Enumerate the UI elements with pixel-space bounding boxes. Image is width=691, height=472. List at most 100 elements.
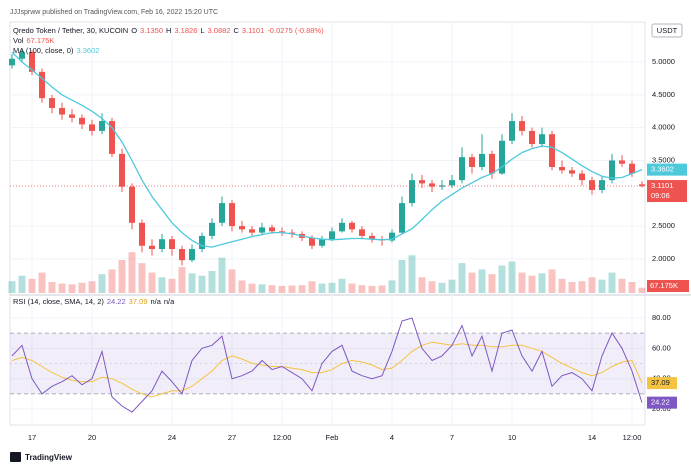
candle-body xyxy=(49,98,55,108)
volume-bar xyxy=(358,285,366,293)
volume-bar xyxy=(468,272,476,293)
candle-body xyxy=(29,52,35,72)
volume-bar xyxy=(278,285,286,293)
legend-item: 37.09 xyxy=(129,297,148,306)
candle-body xyxy=(249,229,255,233)
candle-body xyxy=(469,157,475,168)
candle-body xyxy=(229,203,235,227)
volume-legend: Vol 67.175K xyxy=(13,36,54,45)
x-tick-label: 14 xyxy=(588,433,596,442)
currency-label[interactable]: USDT xyxy=(657,26,678,35)
price-legend: Qredo Token / Tether, 30, KUCOIN O 3.1350 H… xyxy=(13,26,324,35)
volume-bar xyxy=(238,280,246,293)
ma-legend: MA (100, close, 0) 3.3602 xyxy=(13,46,99,55)
candle-body xyxy=(509,121,515,141)
candle-body xyxy=(169,239,175,250)
candle-body xyxy=(369,235,375,240)
candle-body xyxy=(269,227,275,232)
legend-item: RSI (14, close, SMA, 14, 2) xyxy=(13,297,104,306)
candle-body xyxy=(449,180,455,186)
candle-body xyxy=(79,117,85,125)
x-tick-label: 7 xyxy=(450,433,454,442)
volume-bar xyxy=(248,283,256,293)
volume-bar xyxy=(78,282,86,293)
candle-body xyxy=(639,184,645,187)
candle-body xyxy=(629,163,635,174)
candle-body xyxy=(429,183,435,187)
candle-body xyxy=(389,232,395,241)
ma-price-box xyxy=(647,163,687,176)
volume-bar xyxy=(208,271,216,293)
ma-line xyxy=(11,51,643,248)
rsi-legend: RSI (14, close, SMA, 14, 2) 24.22 37.09 n/a… xyxy=(13,297,175,306)
y-tick-label: 2.5000 xyxy=(652,221,675,230)
volume-bar xyxy=(108,269,116,293)
volume-bar xyxy=(638,287,646,293)
volume-bar xyxy=(378,285,386,293)
candle-body xyxy=(619,160,625,164)
volume-bar xyxy=(518,272,526,293)
volume-bar xyxy=(118,260,126,293)
currency-button-frame[interactable] xyxy=(651,23,683,38)
volume-bar xyxy=(348,283,356,293)
volume-bar xyxy=(578,281,586,293)
candle-body xyxy=(479,153,485,168)
candle-body xyxy=(149,245,155,250)
volume-bar xyxy=(558,278,566,293)
volume-bar xyxy=(58,283,66,293)
candle-body xyxy=(239,226,245,230)
legend-item: 67.175K xyxy=(26,36,54,45)
candle-body xyxy=(329,231,335,240)
candle-body xyxy=(349,222,355,230)
volume-bar xyxy=(308,281,316,293)
candle-body xyxy=(549,134,555,168)
volume-bar xyxy=(298,285,306,293)
volume-bar xyxy=(498,265,506,293)
footer: TradingView xyxy=(10,452,73,462)
volume-bar xyxy=(538,273,546,293)
legend-item: MA (100, close, 0) xyxy=(13,46,74,55)
volume-bar xyxy=(138,263,146,293)
candle-body xyxy=(319,239,325,246)
volume-bar xyxy=(18,275,26,293)
volume-bar xyxy=(628,282,636,293)
candle-body xyxy=(459,157,465,181)
candle-body xyxy=(219,203,225,223)
x-tick-label: 10 xyxy=(508,433,516,442)
legend-item: Qredo Token / Tether, 30, KUCOIN xyxy=(13,26,128,35)
candle-body xyxy=(199,235,205,250)
volume-bar xyxy=(598,279,606,293)
volume-bar xyxy=(288,285,296,293)
volume-bar xyxy=(128,252,136,293)
currency-button[interactable]: USDT xyxy=(651,23,683,38)
volume-bar xyxy=(568,282,576,293)
volume-bar xyxy=(418,277,426,293)
volume-bar xyxy=(148,272,156,293)
volume-bar xyxy=(318,283,326,293)
candle-body xyxy=(179,249,185,261)
y-tick-label: 3.5000 xyxy=(652,155,675,164)
candle-body xyxy=(559,167,565,171)
volume-bar xyxy=(508,261,516,293)
volume-bar xyxy=(458,263,466,293)
candle-body xyxy=(69,114,75,118)
volume-bar xyxy=(328,282,336,293)
x-tick-label: 12:00 xyxy=(273,433,292,442)
candle-body xyxy=(139,222,145,246)
volume-label: 67.175K xyxy=(650,281,678,290)
attribution: JJJsprww published on TradingView.com, F… xyxy=(10,9,218,16)
volume-bar xyxy=(448,279,456,293)
candle-body xyxy=(59,107,65,115)
candle-body xyxy=(419,180,425,184)
legend-item: -0.0275 (-0.88%) xyxy=(267,26,324,35)
volume-bar xyxy=(188,273,196,293)
logo xyxy=(10,452,21,462)
countdown-label: 09:06 xyxy=(651,191,670,200)
volume-bar xyxy=(228,269,236,293)
volume-bar xyxy=(88,281,96,293)
legend-item: 3.1826 xyxy=(174,26,197,35)
volume-bar xyxy=(268,285,276,293)
candle-body xyxy=(359,229,365,236)
legend-item: Vol xyxy=(13,36,24,45)
